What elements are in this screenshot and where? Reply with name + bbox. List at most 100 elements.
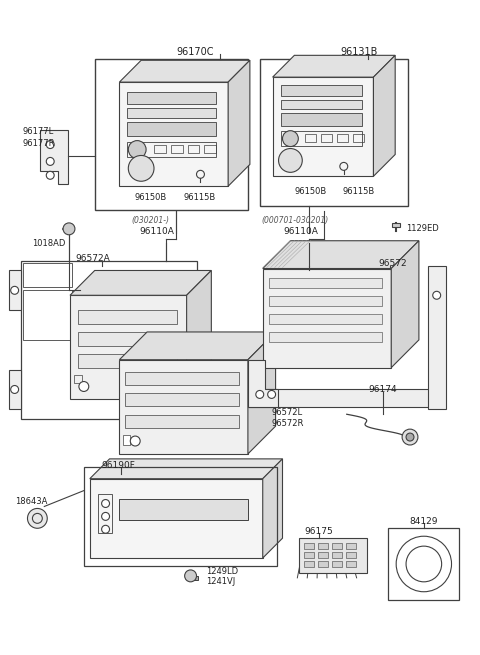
- Polygon shape: [248, 332, 276, 454]
- Polygon shape: [120, 332, 276, 360]
- Bar: [125, 394, 239, 406]
- Bar: [70, 295, 187, 400]
- Bar: [260, 60, 408, 206]
- Circle shape: [406, 433, 414, 441]
- Text: 1241VJ: 1241VJ: [206, 577, 236, 586]
- Polygon shape: [90, 459, 283, 479]
- Text: 96174: 96174: [369, 385, 397, 394]
- Bar: [84, 467, 276, 566]
- Bar: [120, 82, 228, 186]
- Bar: [269, 332, 383, 342]
- Polygon shape: [373, 55, 395, 176]
- Circle shape: [102, 500, 109, 508]
- Bar: [97, 494, 112, 533]
- Bar: [318, 543, 328, 549]
- Bar: [120, 498, 248, 520]
- Polygon shape: [273, 55, 395, 77]
- Text: 96115B: 96115B: [343, 187, 375, 196]
- Polygon shape: [9, 271, 21, 310]
- Bar: [120, 360, 248, 454]
- Bar: [95, 60, 248, 210]
- Circle shape: [433, 291, 441, 299]
- Text: 96572L: 96572L: [272, 408, 303, 417]
- Bar: [204, 145, 216, 153]
- Bar: [280, 85, 361, 96]
- Text: 96110A: 96110A: [139, 227, 174, 236]
- Circle shape: [102, 512, 109, 520]
- Bar: [74, 375, 82, 383]
- Text: 96175: 96175: [305, 527, 334, 536]
- Circle shape: [278, 149, 302, 172]
- Circle shape: [46, 172, 54, 179]
- Circle shape: [79, 382, 89, 392]
- Bar: [127, 108, 216, 118]
- Bar: [154, 145, 166, 153]
- Circle shape: [128, 155, 154, 181]
- Bar: [171, 145, 183, 153]
- Bar: [78, 310, 177, 324]
- Circle shape: [27, 508, 47, 529]
- Circle shape: [256, 390, 264, 398]
- Bar: [269, 314, 383, 324]
- Bar: [127, 122, 216, 136]
- Text: 96150B: 96150B: [294, 187, 326, 196]
- Polygon shape: [428, 265, 445, 409]
- Polygon shape: [248, 360, 277, 407]
- Text: 96572R: 96572R: [272, 419, 304, 428]
- Bar: [332, 543, 342, 549]
- Text: 96170C: 96170C: [177, 47, 214, 58]
- Bar: [78, 354, 177, 367]
- Text: 84129: 84129: [409, 517, 438, 526]
- Bar: [280, 100, 361, 109]
- Text: 96177L: 96177L: [23, 127, 54, 136]
- Text: 1249LD: 1249LD: [206, 567, 239, 576]
- Bar: [346, 552, 356, 558]
- Bar: [90, 479, 263, 558]
- Bar: [392, 223, 400, 227]
- Text: 96150B: 96150B: [134, 193, 167, 202]
- Text: 96110A: 96110A: [284, 227, 318, 236]
- Bar: [304, 552, 314, 558]
- Polygon shape: [9, 369, 21, 409]
- Bar: [318, 561, 328, 567]
- Circle shape: [11, 286, 19, 294]
- Bar: [127, 141, 216, 157]
- Bar: [127, 92, 216, 104]
- Bar: [273, 77, 373, 176]
- Text: 96177R: 96177R: [23, 139, 55, 148]
- Circle shape: [283, 131, 298, 147]
- Polygon shape: [391, 241, 419, 367]
- Bar: [187, 576, 199, 580]
- Bar: [304, 561, 314, 567]
- Bar: [304, 543, 314, 549]
- Bar: [388, 529, 459, 600]
- Bar: [123, 435, 130, 445]
- Text: 1018AD: 1018AD: [33, 239, 66, 248]
- Circle shape: [268, 390, 276, 398]
- Circle shape: [130, 436, 140, 446]
- Bar: [321, 134, 332, 141]
- Bar: [248, 390, 431, 407]
- Circle shape: [46, 141, 54, 149]
- Polygon shape: [70, 271, 211, 295]
- Bar: [318, 552, 328, 558]
- Bar: [188, 145, 200, 153]
- Polygon shape: [120, 60, 250, 82]
- Polygon shape: [228, 60, 250, 186]
- Text: 96190F: 96190F: [102, 461, 135, 470]
- Bar: [337, 134, 348, 141]
- Circle shape: [402, 429, 418, 445]
- Circle shape: [11, 386, 19, 394]
- Circle shape: [46, 157, 54, 165]
- Text: 18643A: 18643A: [14, 497, 47, 506]
- Text: 1129ED: 1129ED: [406, 225, 439, 233]
- Bar: [332, 561, 342, 567]
- Bar: [125, 415, 239, 428]
- Bar: [280, 131, 361, 145]
- Polygon shape: [263, 459, 283, 558]
- Bar: [269, 296, 383, 306]
- Bar: [21, 261, 196, 419]
- Bar: [346, 561, 356, 567]
- Bar: [300, 538, 367, 573]
- Bar: [280, 113, 361, 126]
